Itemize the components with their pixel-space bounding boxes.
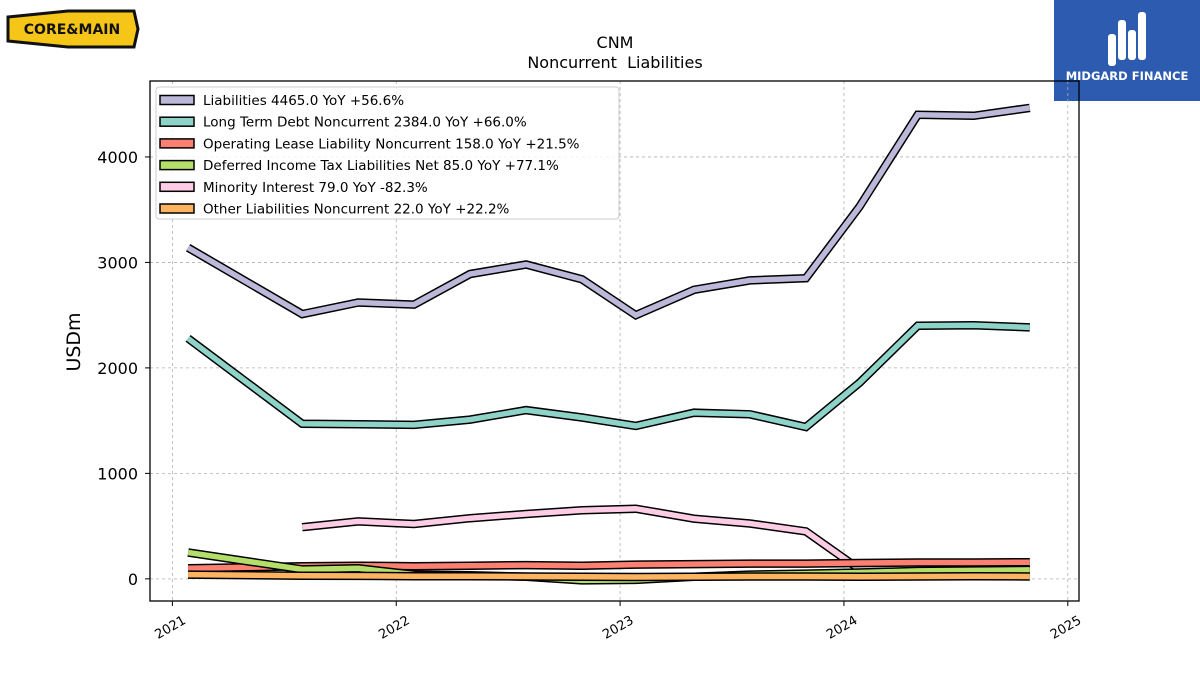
legend-entry-label: Minority Interest 79.0 YoY -82.3% — [203, 180, 428, 196]
legend-swatch — [159, 159, 195, 171]
series-line-operating-lease-liability-noncurrent — [188, 559, 1030, 572]
midgard-logo-background — [1054, 0, 1200, 101]
legend-entry-label: Long Term Debt Noncurrent 2384.0 YoY +66… — [203, 115, 527, 131]
x-tick-label: 2024 — [824, 613, 860, 643]
core-and-main-logo: CORE&MAIN — [6, 9, 140, 49]
legend-entry-label: Liabilities 4465.0 YoY +56.6% — [203, 93, 404, 109]
y-tick-label: 2000 — [97, 359, 138, 378]
x-tick-label: 2021 — [153, 613, 189, 643]
core-and-main-logo-text: CORE&MAIN — [24, 22, 120, 38]
legend-swatch — [159, 181, 195, 193]
y-tick-label: 1000 — [97, 464, 138, 483]
midgard-finance-logo: MIDGARD FINANCE — [1054, 0, 1200, 101]
legend-swatch — [159, 138, 195, 149]
chart-title: CNM — [597, 33, 634, 52]
x-tick-label: 2023 — [600, 613, 636, 643]
y-tick-label: 3000 — [97, 253, 138, 272]
midgard-logo-mark-icon — [1108, 12, 1146, 66]
legend: Liabilities 4465.0 YoY +56.6% Long Term D… — [155, 86, 620, 220]
legend-entry-label: Deferred Income Tax Liabilities Net 85.0… — [203, 158, 559, 174]
x-tick-label: 2022 — [376, 613, 412, 643]
y-tick-label: 4000 — [97, 148, 138, 167]
series-lines — [185, 103, 1031, 585]
y-axis-label: USDm — [63, 312, 85, 371]
series-line-long-term-debt-noncurrent — [186, 322, 1030, 430]
legend-box — [155, 86, 620, 220]
legend-swatch — [159, 203, 195, 214]
series-line-liabilities — [186, 105, 1031, 319]
y-tick-label: 0 — [128, 570, 138, 589]
chart-subtitle: Noncurrent Liabilities — [527, 53, 702, 72]
legend-entry-label: Operating Lease Liability Noncurrent 158… — [203, 136, 580, 152]
legend-entry-label: Other Liabilities Noncurrent 22.0 YoY +2… — [203, 202, 510, 218]
series-line-other-liabilities-noncurrent — [188, 571, 1030, 580]
x-tick-label: 2025 — [1048, 613, 1084, 643]
legend-swatch — [159, 116, 195, 127]
midgard-logo-text: MIDGARD FINANCE — [1066, 69, 1189, 83]
legend-swatch — [159, 94, 195, 106]
plot-area-frame — [149, 80, 1080, 602]
